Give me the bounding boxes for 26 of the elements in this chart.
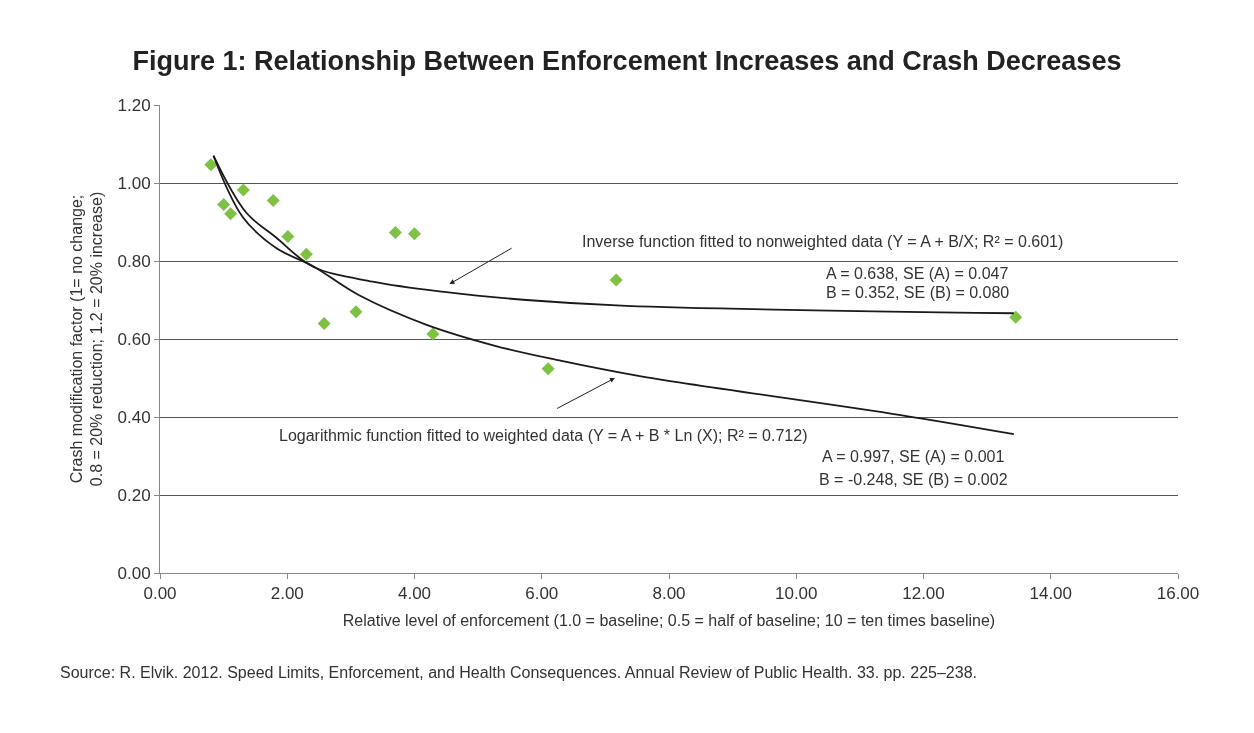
y-tick-label: 0.60 (117, 329, 151, 349)
annotation: B = -0.248, SE (B) = 0.002 (819, 471, 1008, 488)
y-tick-label: 1.00 (117, 173, 151, 193)
x-tick-label: 14.00 (1029, 584, 1073, 604)
x-tick-label: 12.00 (902, 584, 945, 604)
x-tick-label: 10.00 (774, 584, 818, 604)
y-tick-label: 0.20 (117, 485, 151, 505)
annotation: Inverse function fitted to nonweighted data (Y = A + B/X; R² = 0.601) (582, 233, 1064, 250)
annotation: Logarithmic function fitted to weighted data (Y = A + B * Ln (X); R² = 0.712) (279, 427, 808, 444)
y-tick-label: 0.00 (117, 563, 151, 583)
x-tick-label: 0.00 (143, 584, 177, 604)
annotation: A = 0.997, SE (A) = 0.001 (822, 448, 1005, 465)
chart-title: Figure 1: Relationship Between Enforcement Increases and Crash Decreases (132, 46, 1122, 77)
x-axis-title: Relative level of enforcement (1.0 = baseline; 0.5 = half of baseline; 10 = ten times baseline) (342, 612, 996, 630)
x-tick-label: 4.00 (397, 584, 432, 604)
y-tick-label: 0.80 (117, 251, 151, 271)
source-note: Source: R. Elvik. 2012. Speed Limits, Enforcement, and Health Consequences. Annual Review of Public Health. 33. pp. 225–238. (60, 664, 977, 681)
x-tick-label: 2.00 (270, 584, 304, 604)
annotation: A = 0.638, SE (A) = 0.047 (826, 265, 1009, 282)
y-tick-label: 0.40 (117, 407, 151, 427)
x-tick-label: 6.00 (525, 584, 559, 604)
annotation: B = 0.352, SE (B) = 0.080 (826, 284, 1010, 301)
y-tick-label: 1.20 (117, 95, 151, 115)
x-tick-label: 16.00 (1156, 584, 1200, 604)
x-tick-label: 8.00 (652, 584, 686, 604)
y-axis-title: Crash modification factor (1= no change; 0.8 = 20% reduction; 1.2 = 20% increase) (67, 191, 106, 487)
